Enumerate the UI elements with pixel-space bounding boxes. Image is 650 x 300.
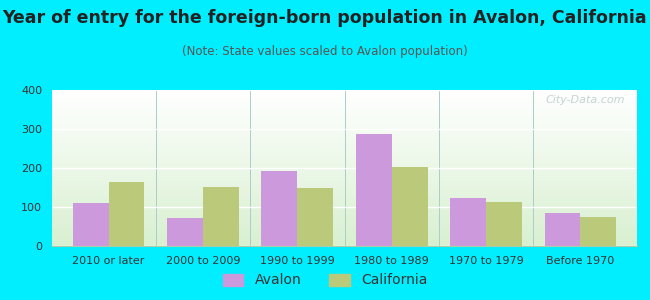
Bar xyxy=(486,202,522,246)
Text: (Note: State values scaled to Avalon population): (Note: State values scaled to Avalon pop… xyxy=(182,45,468,58)
Text: City-Data.com: City-Data.com xyxy=(546,95,625,105)
Bar xyxy=(545,213,580,246)
Bar xyxy=(297,188,333,246)
Bar xyxy=(167,218,203,246)
Bar xyxy=(580,217,616,246)
Bar xyxy=(261,171,297,246)
Legend: Avalon, California: Avalon, California xyxy=(217,268,433,293)
Text: Year of entry for the foreign-born population in Avalon, California: Year of entry for the foreign-born popul… xyxy=(3,9,647,27)
Bar xyxy=(450,198,486,246)
Bar xyxy=(356,134,392,246)
Bar xyxy=(73,203,109,246)
Bar xyxy=(109,182,144,246)
Bar xyxy=(392,167,428,246)
Bar xyxy=(203,187,239,246)
